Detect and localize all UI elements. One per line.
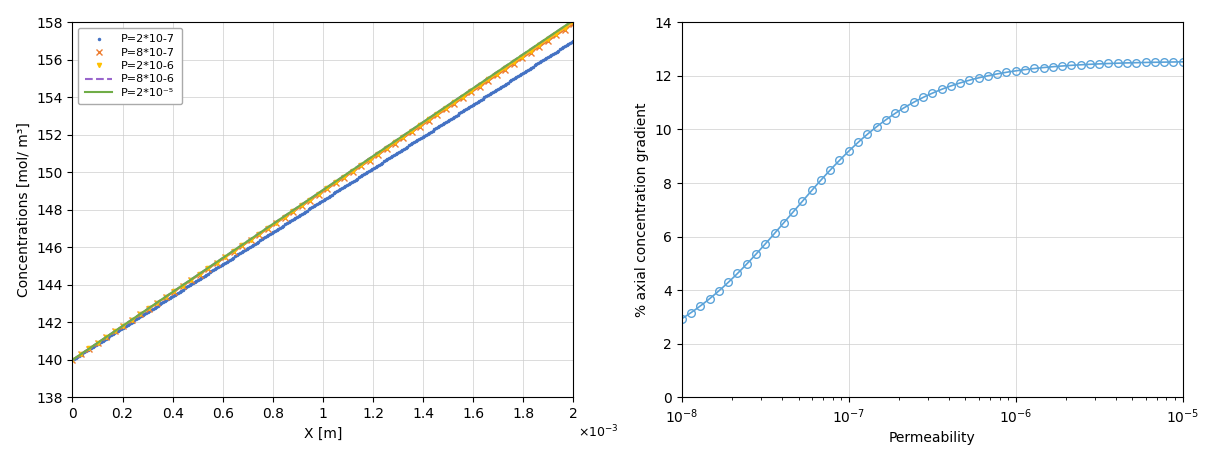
X-axis label: X [m]: X [m] xyxy=(304,427,342,441)
P=2*10-7 xyxy=(519,68,534,73)
Legend: P=2*10-7, P=8*10-7, P=2*10-6, P=8*10-6, P=2*10⁻⁵: P=2*10-7, P=8*10-7, P=2*10-6, P=8*10-6, … xyxy=(78,28,182,104)
P=8*10-7 xyxy=(565,21,580,27)
P=8*10-7 xyxy=(209,261,224,266)
P=2*10-6 xyxy=(226,249,241,254)
P=2*10⁻⁵ xyxy=(198,267,213,272)
P=8*10-6 xyxy=(85,344,100,349)
P=2*10-6 xyxy=(235,243,249,248)
P=2*10-7 xyxy=(361,168,376,174)
P=2*10-6 xyxy=(150,300,164,305)
P=8*10-7 xyxy=(226,249,241,255)
Line: P=2*10-6: P=2*10-6 xyxy=(71,20,575,362)
P=2*10⁻⁵ xyxy=(66,357,80,363)
P=8*10-6 xyxy=(66,357,80,363)
P=2*10-6 xyxy=(565,19,580,25)
Text: $\times10^{-3}$: $\times10^{-3}$ xyxy=(579,424,619,440)
P=8*10-6 xyxy=(565,18,580,23)
P=8*10-7 xyxy=(379,146,394,152)
Y-axis label: Concentrations [mol/ m³]: Concentrations [mol/ m³] xyxy=(17,122,30,297)
P=2*10-7 xyxy=(66,357,80,363)
P=2*10-7 xyxy=(67,356,81,362)
P=8*10-7 xyxy=(235,243,249,249)
P=8*10-6 xyxy=(158,294,173,299)
P=2*10-7 xyxy=(565,38,580,44)
P=2*10⁻⁵ xyxy=(565,18,580,23)
P=2*10⁻⁵ xyxy=(95,337,109,342)
P=2*10-6 xyxy=(379,146,394,151)
Line: P=8*10-7: P=8*10-7 xyxy=(69,21,576,363)
P=8*10-6 xyxy=(95,337,109,342)
P=2*10-6 xyxy=(209,260,224,265)
P=8*10-6 xyxy=(198,267,213,272)
P=2*10⁻⁵ xyxy=(158,294,173,299)
P=2*10⁻⁵ xyxy=(85,344,100,349)
Line: P=2*10-7: P=2*10-7 xyxy=(71,39,575,362)
P=2*10⁻⁵ xyxy=(541,35,556,40)
P=8*10-7 xyxy=(192,272,207,277)
P=2*10⁻⁵ xyxy=(523,47,537,52)
Line: P=8*10-6: P=8*10-6 xyxy=(73,20,573,360)
P=2*10-6 xyxy=(192,271,207,277)
P=2*10-7 xyxy=(364,167,378,173)
P=8*10-6 xyxy=(523,47,537,52)
P=2*10-7 xyxy=(372,162,387,167)
P=2*10-6 xyxy=(66,357,80,363)
X-axis label: Permeability: Permeability xyxy=(889,432,975,445)
P=8*10-6 xyxy=(541,35,556,40)
Y-axis label: % axial concentration gradient: % axial concentration gradient xyxy=(635,103,649,317)
Line: P=2*10⁻⁵: P=2*10⁻⁵ xyxy=(73,20,573,360)
P=2*10-7 xyxy=(488,88,502,94)
P=8*10-7 xyxy=(66,357,80,363)
P=8*10-7 xyxy=(150,300,164,306)
